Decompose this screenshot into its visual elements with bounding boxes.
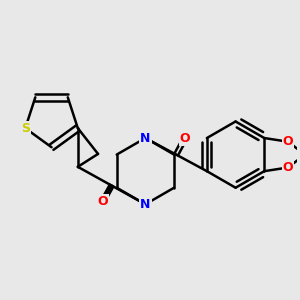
Text: N: N (140, 198, 151, 211)
Text: O: O (180, 132, 190, 145)
Text: S: S (21, 122, 30, 135)
Text: N: N (140, 131, 151, 145)
Text: O: O (283, 161, 293, 174)
Text: O: O (283, 135, 293, 148)
Text: O: O (98, 195, 108, 208)
